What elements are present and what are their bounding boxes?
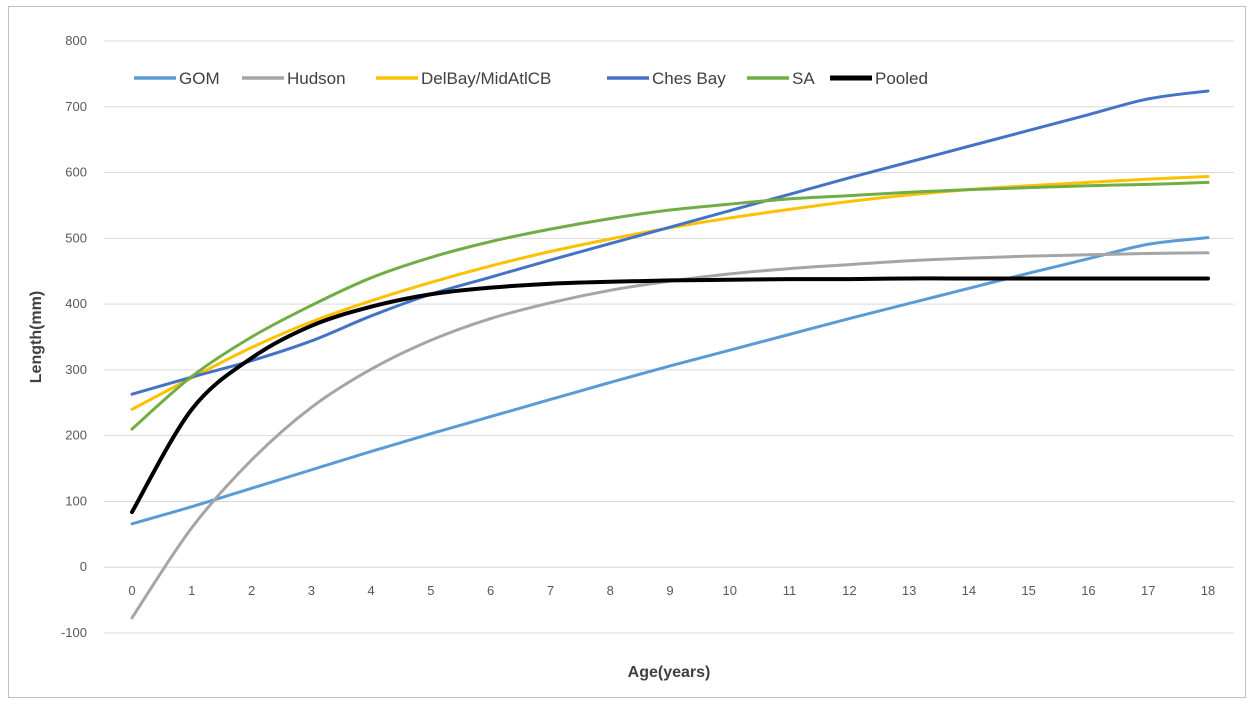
legend-item-gom: GOM — [134, 69, 220, 88]
x-tick-label: 17 — [1141, 583, 1155, 598]
series-line-gom — [130, 236, 1210, 526]
y-tick-label: 200 — [65, 428, 87, 443]
series-line-sa — [130, 180, 1210, 431]
x-axis-title: Age(years) — [628, 664, 711, 681]
x-tick-label: 11 — [783, 583, 797, 598]
legend-item-pooled: Pooled — [830, 69, 928, 88]
legend-label: Pooled — [875, 69, 928, 88]
x-tick-label: 4 — [367, 583, 374, 598]
x-tick-label: 0 — [128, 583, 135, 598]
y-tick-label: 500 — [65, 230, 87, 245]
y-tick-label: 700 — [65, 99, 87, 114]
x-tick-label: 6 — [487, 583, 494, 598]
x-tick-label: 3 — [308, 583, 315, 598]
legend-label: GOM — [179, 69, 220, 88]
series-line-pooled — [130, 276, 1210, 514]
legend-item-sa: SA — [747, 69, 815, 88]
x-tick-label: 7 — [547, 583, 554, 598]
legend-item-ches-bay: Ches Bay — [607, 69, 726, 88]
x-tick-label: 8 — [607, 583, 614, 598]
x-tick-label: 15 — [1021, 583, 1035, 598]
legend: GOM Hudson DelBay/MidAtlCB Ches Bay SA Pooled — [134, 69, 928, 88]
y-tick-label: 400 — [65, 296, 87, 311]
x-tick-label: 9 — [666, 583, 673, 598]
series-line-hudson — [130, 251, 1210, 620]
y-tick-label: 300 — [65, 362, 87, 377]
x-tick-label: 13 — [902, 583, 916, 598]
y-tick-label: 0 — [80, 559, 87, 574]
x-tick-label: 14 — [962, 583, 976, 598]
series-lines — [130, 89, 1210, 620]
y-tick-label: 800 — [65, 33, 87, 48]
legend-label: Hudson — [287, 69, 346, 88]
legend-item-delbay-midatlcb: DelBay/MidAtlCB — [376, 69, 551, 88]
legend-item-hudson: Hudson — [242, 69, 346, 88]
legend-label: SA — [792, 69, 815, 88]
x-tick-label: 1 — [188, 583, 195, 598]
x-tick-label: 12 — [842, 583, 856, 598]
x-tick-labels: 0 1 2 3 4 5 6 7 8 9 10 11 12 13 14 15 16 17 18 — [128, 583, 1215, 598]
x-tick-label: 5 — [427, 583, 434, 598]
x-tick-label: 10 — [723, 583, 737, 598]
y-tick-labels: -100 0 100 200 300 400 500 600 700 800 — [61, 33, 87, 640]
y-tick-label: -100 — [61, 625, 87, 640]
gridlines — [104, 40, 1234, 634]
y-tick-label: 100 — [65, 493, 87, 508]
legend-label: DelBay/MidAtlCB — [421, 69, 551, 88]
legend-label: Ches Bay — [652, 69, 726, 88]
y-tick-label: 600 — [65, 165, 87, 180]
x-tick-label: 18 — [1201, 583, 1215, 598]
x-tick-label: 16 — [1081, 583, 1095, 598]
y-axis-title: Length(mm) — [28, 291, 45, 383]
series-line-ches-bay — [130, 89, 1210, 396]
x-tick-label: 2 — [248, 583, 255, 598]
